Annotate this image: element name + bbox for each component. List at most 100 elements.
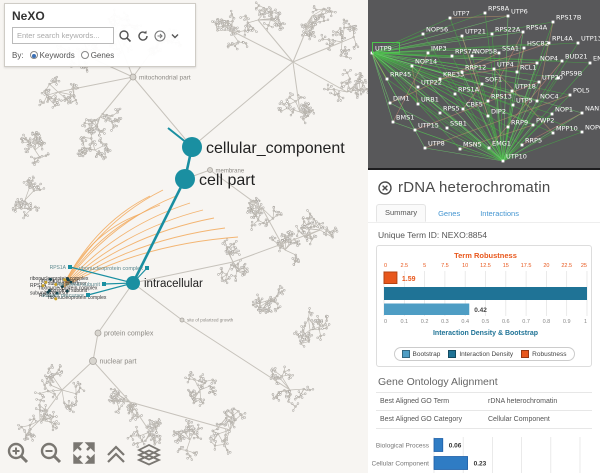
network-node-label[interactable]: UTP9 [375, 45, 392, 53]
network-node-label[interactable]: DIP2 [491, 108, 506, 116]
network-node[interactable] [460, 70, 464, 74]
network-node-label[interactable]: UTP8 [428, 140, 445, 148]
network-node-label[interactable]: RPS22A [495, 26, 521, 34]
tree-node-label[interactable]: protein complex [104, 331, 154, 338]
network-node-label[interactable]: NOP6 [585, 124, 600, 132]
network-node[interactable] [506, 14, 510, 18]
network-node-label[interactable]: UTP10 [506, 153, 527, 161]
tab-summary[interactable]: Summary [376, 204, 427, 222]
tree-node-label[interactable]: ribosomal subunit [57, 282, 101, 288]
network-node[interactable] [448, 16, 452, 20]
search-icon[interactable] [118, 29, 132, 43]
network-node[interactable] [580, 111, 584, 115]
tree-node[interactable] [145, 266, 149, 270]
network-node[interactable] [511, 103, 515, 107]
layers-icon[interactable] [136, 441, 162, 467]
network-node[interactable] [551, 131, 555, 135]
tree-node[interactable] [68, 265, 72, 269]
network-node-label[interactable]: POL5 [573, 87, 590, 95]
network-node-label[interactable]: CBF5 [466, 101, 483, 109]
network-node[interactable] [486, 114, 490, 118]
network-node-label[interactable]: RCL1 [520, 64, 537, 72]
network-node-label[interactable]: UTP7 [453, 10, 470, 18]
network-node-label[interactable]: RPS5 [443, 105, 460, 113]
network-node-label[interactable]: DIM1 [393, 95, 410, 103]
network-node-label[interactable]: RRP12 [465, 64, 486, 72]
network-node[interactable] [556, 76, 560, 80]
network-node-label[interactable]: RPS4A [526, 24, 548, 32]
network-node-label[interactable]: UTP20 [542, 74, 563, 82]
radio-genes[interactable]: Genes [80, 51, 114, 60]
tree-node[interactable] [102, 282, 106, 286]
tree-node-label[interactable]: site of polarized growth [187, 318, 234, 323]
tree-node-label[interactable]: nuclear part [100, 359, 137, 366]
network-node-label[interactable]: NOP4 [540, 55, 558, 63]
tree-node-focus[interactable] [175, 169, 195, 189]
network-node-label[interactable]: KRE33 [443, 71, 464, 79]
radio-keywords[interactable]: Keywords [29, 51, 75, 60]
network-node-label[interactable]: NOP1 [555, 106, 573, 114]
tab-interactions[interactable]: Interactions [480, 209, 519, 218]
network-node-label[interactable]: ENP1 [593, 55, 600, 63]
network-node-label[interactable]: UTP4 [497, 61, 514, 69]
network-node[interactable] [423, 146, 427, 150]
network-node[interactable] [520, 143, 524, 147]
network-node[interactable] [501, 159, 505, 163]
network-node[interactable] [490, 32, 494, 36]
tree-node[interactable] [129, 73, 137, 81]
tree-node-focus[interactable] [182, 137, 202, 157]
network-node[interactable] [413, 128, 417, 132]
network-node-label[interactable]: RPS9B [561, 70, 582, 78]
network-node-label[interactable]: RPL4A [552, 35, 573, 43]
network-node[interactable] [580, 130, 584, 134]
network-node-label[interactable]: UTP13 [581, 35, 600, 43]
tree-node-label[interactable]: subunit precursor [42, 293, 85, 299]
network-node-label[interactable]: NOP56 [426, 26, 448, 34]
network-node[interactable] [388, 101, 392, 105]
network-node-label[interactable]: EMG1 [492, 140, 511, 148]
network-node-label[interactable]: HSC82 [527, 40, 549, 48]
tree-node[interactable] [86, 293, 90, 297]
network-node[interactable] [531, 123, 535, 127]
network-node-label[interactable]: BUD21 [565, 53, 588, 61]
tree-term-label[interactable]: cellular_component [206, 140, 345, 157]
tree-node-label[interactable]: membrane [216, 168, 245, 174]
tree-node[interactable] [94, 329, 102, 337]
network-node-label[interactable]: PWP2 [536, 117, 554, 125]
network-node-label[interactable]: RPS17B [556, 14, 581, 22]
network-node[interactable] [487, 146, 491, 150]
network-node-label[interactable]: MSN5 [463, 141, 482, 149]
tree-node[interactable] [89, 357, 97, 365]
network-node-label[interactable]: RPS7A [455, 48, 477, 56]
network-node-label[interactable]: RPS13 [491, 93, 512, 101]
network-node[interactable] [537, 80, 541, 84]
tree-node[interactable] [207, 167, 213, 173]
network-node-label[interactable]: UTP18 [515, 83, 536, 91]
zoom-out-icon[interactable] [39, 441, 63, 465]
network-node-label[interactable]: SSA1 [502, 45, 519, 53]
chevron-down-icon[interactable] [170, 31, 180, 41]
fit-view-icon[interactable] [72, 441, 96, 465]
network-node[interactable] [486, 99, 490, 103]
tree-node-label[interactable]: RPS1A [50, 265, 67, 271]
network-node[interactable] [492, 67, 496, 71]
tree-node-focus[interactable] [126, 276, 140, 290]
network-node-label[interactable]: UTP6 [511, 8, 528, 16]
network-node[interactable] [391, 120, 395, 124]
network-node[interactable] [438, 77, 442, 81]
network-node[interactable] [550, 112, 554, 116]
subnetwork-canvas[interactable]: UTP9 UTP7 NOP56 UTP21 IMP3 RPS7A NOP14 RRP45 UTP… [368, 0, 600, 168]
network-node-label[interactable]: BMS1 [396, 114, 414, 122]
network-node[interactable] [522, 46, 526, 50]
network-node-label[interactable]: SSB1 [450, 120, 467, 128]
network-node[interactable] [416, 85, 420, 89]
network-node-label[interactable]: MPP10 [556, 125, 578, 133]
network-node[interactable] [470, 54, 474, 58]
network-node-label[interactable]: URB1 [421, 96, 439, 104]
network-node[interactable] [506, 125, 510, 129]
network-node[interactable] [460, 34, 464, 38]
tab-genes[interactable]: Genes [438, 209, 461, 218]
network-node[interactable] [483, 11, 487, 15]
network-node-label[interactable]: NOC4 [540, 93, 559, 101]
